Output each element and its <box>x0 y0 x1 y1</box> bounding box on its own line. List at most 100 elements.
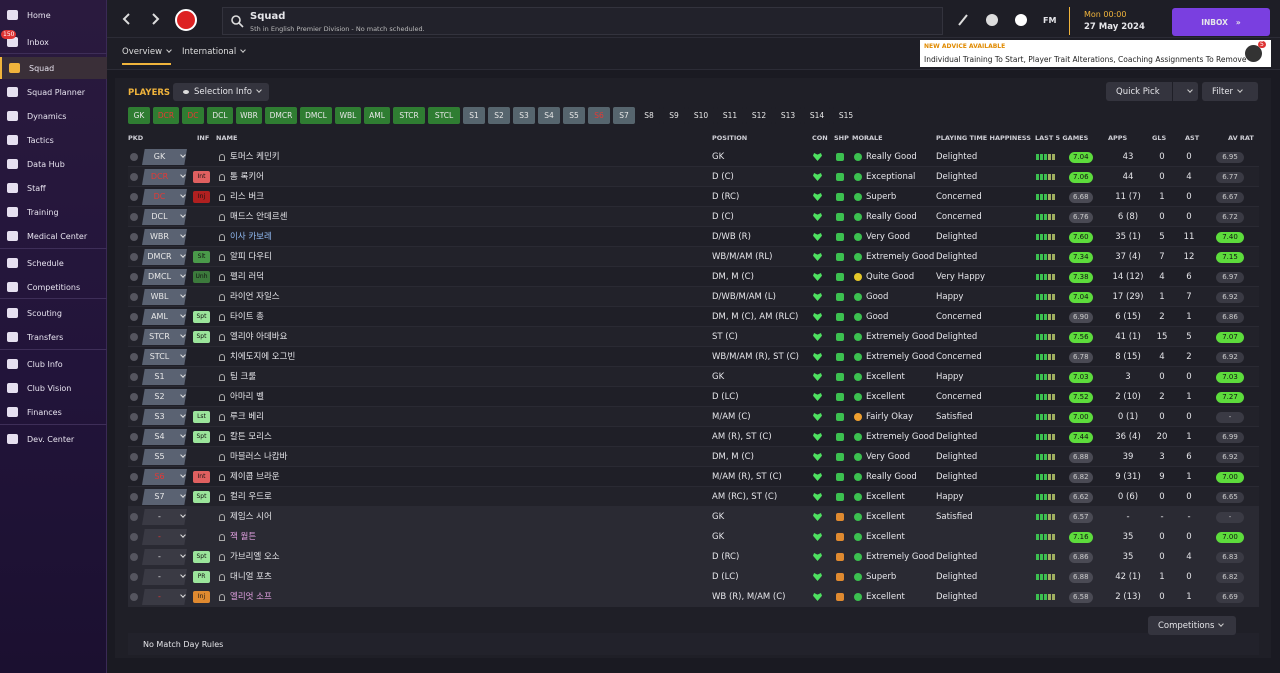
position-chip[interactable]: S4 <box>538 107 560 124</box>
position-chip[interactable]: DMCL <box>300 107 332 124</box>
position-chip[interactable]: S14 <box>804 107 830 124</box>
position-chip[interactable]: S10 <box>688 107 714 124</box>
nav-item[interactable]: Club Info <box>0 353 107 375</box>
player-name[interactable]: 알피 다우티 <box>230 252 272 262</box>
player-row[interactable]: S6 Int 제이콥 브라운 M/AM (R), ST (C) Really Good D… <box>128 467 1259 487</box>
nav-item[interactable]: Dynamics <box>0 105 107 127</box>
pkd-selector[interactable]: AML <box>142 309 187 325</box>
player-name[interactable]: 펠리 러덕 <box>230 272 264 282</box>
position-chip[interactable]: WBR <box>236 107 262 124</box>
forward-button[interactable] <box>143 7 167 31</box>
player-row[interactable]: - Spt 가브리엘 오소 D (RC) Extremely Good Delighted… <box>128 547 1259 567</box>
pkd-selector[interactable]: GK <box>142 149 187 165</box>
player-name[interactable]: 이사 카보레 <box>230 232 272 242</box>
position-chip[interactable]: S6 <box>588 107 610 124</box>
player-name[interactable]: 컬리 우드로 <box>230 492 272 502</box>
position-chip[interactable]: DC <box>182 107 204 124</box>
advice-banner[interactable]: NEW ADVICE AVAILABLE Individual Training… <box>920 40 1271 67</box>
position-chip[interactable]: AML <box>364 107 390 124</box>
pkd-selector[interactable]: DC <box>142 189 187 205</box>
pkd-selector[interactable]: S1 <box>142 369 187 385</box>
player-name[interactable]: 칼튼 모리스 <box>230 432 272 442</box>
nav-item[interactable]: Inbox <box>0 31 107 53</box>
player-name[interactable]: 가브리엘 오소 <box>230 552 280 562</box>
player-name[interactable]: 엘리야 아데바요 <box>230 332 288 342</box>
position-chip[interactable]: WBL <box>335 107 361 124</box>
player-row[interactable]: S1 팀 크룰 GK Excellent Happy 7.03 3 0 0 7.03 <box>128 367 1259 387</box>
player-row[interactable]: DMCL Unh 펠리 러덕 DM, M (C) Quite Good Very Happ… <box>128 267 1259 287</box>
pkd-selector[interactable]: S3 <box>142 409 187 425</box>
player-row[interactable]: WBR 이사 카보레 D/WB (R) Very Good Delighted 7.60 3… <box>128 227 1259 247</box>
column-header[interactable]: APPS <box>1108 134 1128 142</box>
nav-item[interactable]: Training <box>0 201 107 223</box>
player-row[interactable]: - 제임스 시어 GK Excellent Satisfied 6.57 - - - - <box>128 507 1259 527</box>
player-row[interactable]: GK 토머스 케민키 GK Really Good Delighted 7.04 43 0 0 6… <box>128 147 1259 167</box>
player-name[interactable]: 타이트 총 <box>230 312 264 322</box>
nav-item[interactable]: Medical Center <box>0 225 107 247</box>
nav-item[interactable]: Club Vision <box>0 377 107 399</box>
column-header[interactable]: CON <box>812 134 828 142</box>
column-header[interactable]: GLS <box>1152 134 1167 142</box>
pkd-selector[interactable]: DMCR <box>142 249 187 265</box>
pkd-selector[interactable]: STCR <box>142 329 187 345</box>
column-header[interactable]: MORALE <box>852 134 883 142</box>
pkd-selector[interactable]: DCR <box>142 169 187 185</box>
player-row[interactable]: - PR 대니얼 포츠 D (LC) Superb Delighted 6.88 42 (1)… <box>128 567 1259 587</box>
player-row[interactable]: - Inj 엘리엇 소프 WB (R), M/AM (C) Excellent Delig… <box>128 587 1259 607</box>
pkd-selector[interactable]: WBR <box>142 229 187 245</box>
tab[interactable]: International <box>182 47 247 57</box>
pkd-selector[interactable]: - <box>142 589 187 605</box>
nav-item[interactable]: Transfers <box>0 326 107 348</box>
pkd-selector[interactable]: DMCL <box>142 269 187 285</box>
position-chip[interactable]: STCL <box>428 107 460 124</box>
club-badge[interactable] <box>175 9 197 31</box>
player-name[interactable]: 제임스 시어 <box>230 512 272 522</box>
nav-item[interactable]: Home <box>0 4 107 26</box>
player-row[interactable]: DC Inj 리스 버크 D (RC) Superb Concerned 6.68 11 (7… <box>128 187 1259 207</box>
quick-pick-button[interactable]: Quick Pick <box>1106 82 1198 101</box>
player-name[interactable]: 라이언 자일스 <box>230 292 280 302</box>
player-row[interactable]: AML Spt 타이트 총 DM, M (C), AM (RLC) Good Concer… <box>128 307 1259 327</box>
player-name[interactable]: 톰 록키어 <box>230 172 264 182</box>
position-chip[interactable]: S5 <box>563 107 585 124</box>
date-box[interactable]: Mon 00:00 27 May 2024 <box>1069 7 1163 35</box>
player-name[interactable]: 잭 월튼 <box>230 532 257 542</box>
player-row[interactable]: STCR Spt 엘리야 아데바요 ST (C) Extremely Good Delig… <box>128 327 1259 347</box>
pkd-selector[interactable]: S2 <box>142 389 187 405</box>
pkd-selector[interactable]: - <box>142 569 187 585</box>
position-chip[interactable]: S7 <box>613 107 635 124</box>
pkd-selector[interactable]: - <box>142 549 187 565</box>
player-name[interactable]: 마블러스 나캄바 <box>230 452 288 462</box>
player-name[interactable]: 엘리엇 소프 <box>230 592 272 602</box>
column-header[interactable]: LAST 5 GAMES <box>1035 134 1089 142</box>
player-name[interactable]: 제이콥 브라운 <box>230 472 280 482</box>
position-chip[interactable]: S9 <box>663 107 685 124</box>
position-chip[interactable]: S8 <box>638 107 660 124</box>
position-chip[interactable]: DCL <box>207 107 233 124</box>
position-chip[interactable]: S2 <box>488 107 510 124</box>
nav-item[interactable]: Competitions <box>0 276 107 298</box>
nav-item[interactable]: Finances <box>0 401 107 423</box>
pkd-selector[interactable]: S5 <box>142 449 187 465</box>
position-chip[interactable]: S3 <box>513 107 535 124</box>
player-name[interactable]: 아마리 벨 <box>230 392 264 402</box>
position-chip[interactable]: STCR <box>393 107 425 124</box>
player-name[interactable]: 치에도지에 오그빈 <box>230 352 296 362</box>
nav-item[interactable]: Dev. Center <box>0 428 107 450</box>
player-name[interactable]: 매드스 안데르센 <box>230 212 288 222</box>
fm-label[interactable]: FM <box>1043 16 1057 25</box>
position-chip[interactable]: S15 <box>833 107 859 124</box>
nav-item[interactable]: Squad <box>0 57 107 79</box>
player-row[interactable]: DCR Int 톰 록키어 D (C) Exceptional Delighted 7.06… <box>128 167 1259 187</box>
pkd-selector[interactable]: DCL <box>142 209 187 225</box>
toolbar-icons[interactable] <box>955 10 1075 30</box>
column-header[interactable]: AV RAT <box>1228 134 1254 142</box>
pkd-selector[interactable]: WBL <box>142 289 187 305</box>
player-row[interactable]: S7 Spt 컬리 우드로 AM (RC), ST (C) Excellent Happy… <box>128 487 1259 507</box>
player-name[interactable]: 리스 버크 <box>230 192 264 202</box>
player-row[interactable]: STCL 치에도지에 오그빈 WB/M/AM (R), ST (C) Extremel… <box>128 347 1259 367</box>
nav-item[interactable]: Scouting <box>0 302 107 324</box>
position-chip[interactable]: S1 <box>463 107 485 124</box>
position-chip[interactable]: S13 <box>775 107 801 124</box>
player-row[interactable]: WBL 라이언 자일스 D/WB/M/AM (L) Good Happy 7.04 17 (… <box>128 287 1259 307</box>
